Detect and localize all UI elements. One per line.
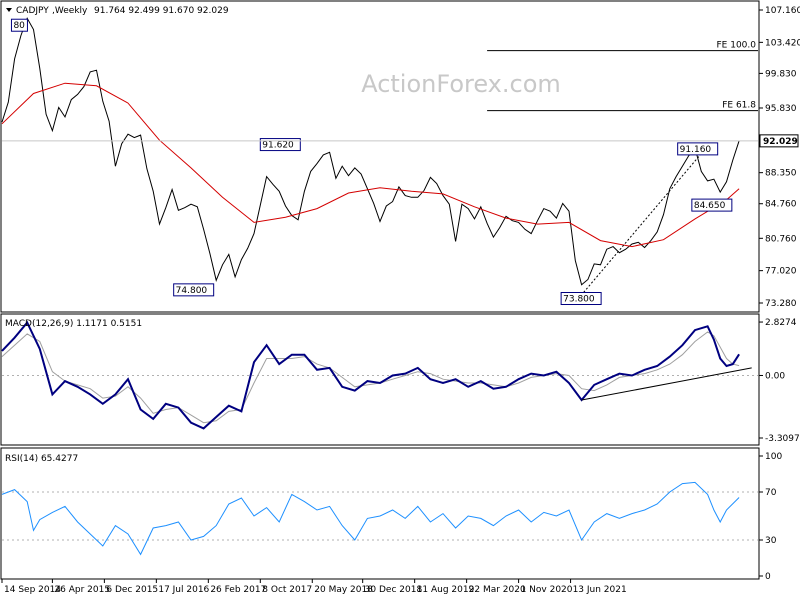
- price-annotations: 80 91.620 74.800 73.800 91.160 84.650: [10, 18, 733, 306]
- price-annotation: 74.800: [173, 283, 215, 297]
- annotation-text: 73.800: [563, 295, 595, 305]
- price-annotation: 73.800: [560, 292, 602, 306]
- y-tick-label: 30: [765, 536, 777, 546]
- last-price-box: [759, 134, 799, 148]
- chart-header: CADJPY ,Weekly 91.764 92.499 91.670 92.0…: [6, 6, 229, 16]
- x-tick-label: 1 Nov 2020: [521, 585, 573, 595]
- dashed-trendline: [578, 147, 707, 299]
- price-annotation: 91.160: [677, 142, 719, 156]
- rsi-label: RSI(14) 65.4277: [5, 454, 78, 464]
- y-tick-label: 103.420: [765, 38, 800, 48]
- x-tick-label: 11 Aug 2019: [417, 585, 475, 595]
- annotation-text: 74.800: [176, 286, 208, 296]
- moving-average-line: [1, 82, 740, 248]
- fibonacci-lines: FE 100.0 FE 61.8: [487, 41, 758, 112]
- ohlc-header: 91.764 92.499 91.670 92.029: [94, 6, 229, 16]
- annotation-text: 80: [13, 21, 25, 31]
- y-tick-label: 77.020: [765, 267, 797, 277]
- macd-panel: MACD(12,26,9) 1.1171 0.5151 2.8274 0.00 -3…: [0, 313, 800, 446]
- rsi-panel-frame: [0, 447, 760, 580]
- y-tick-label: 84.760: [765, 200, 797, 210]
- rsi-panel: RSI(14) 65.4277 100 70 30 0: [0, 447, 782, 582]
- rsi-line: [1, 481, 740, 556]
- y-tick-label: 92.029: [763, 137, 798, 147]
- x-tick-label: 20 May 2018: [314, 585, 373, 595]
- macd-signal-line: [1, 331, 740, 424]
- x-tick-label: 22 Mar 2020: [469, 585, 526, 595]
- annotation-text: 91.620: [262, 141, 294, 151]
- annotation-box: [259, 138, 301, 152]
- y-tick-label: 107.160: [765, 6, 800, 16]
- timeframe-label: ,Weekly: [52, 6, 88, 16]
- annotation-box: [10, 18, 28, 32]
- x-tick-label: 14 Sep 2014: [4, 585, 61, 595]
- y-tick-label: 99.830: [765, 69, 797, 79]
- y-tick-label: -3.3097: [765, 434, 800, 444]
- y-tick-label: 80.760: [765, 234, 797, 244]
- fib-level-label: FE 100.0: [717, 41, 757, 51]
- y-tick-label: 88.350: [765, 169, 797, 179]
- x-tick-label: 26 Feb 2017: [210, 585, 266, 595]
- macd-label: MACD(12,26,9) 1.1171 0.5151: [5, 319, 142, 329]
- price-annotation: 80: [10, 18, 28, 32]
- annotation-box: [691, 198, 733, 212]
- y-tick-label: 100: [765, 452, 782, 462]
- x-tick-label: 8 Oct 2017: [262, 585, 312, 595]
- price-annotation: 91.620: [259, 138, 301, 152]
- y-tick-label: 0.00: [765, 371, 785, 381]
- timeframe-text: Weekly: [55, 6, 88, 16]
- fib-level-label: FE 61.8: [722, 101, 756, 111]
- price-annotation: 84.650: [691, 198, 733, 212]
- price-series-line: [1, 17, 740, 286]
- dropdown-triangle-icon[interactable]: [6, 8, 12, 12]
- price-panel-frame: [0, 0, 760, 313]
- macd-line: [1, 320, 740, 430]
- annotation-text: 84.650: [694, 201, 726, 211]
- y-tick-label: 0: [765, 572, 771, 582]
- watermark: ActionForex.com: [361, 70, 561, 98]
- annotation-text: 91.160: [680, 145, 712, 155]
- y-tick-label: 70: [765, 488, 777, 498]
- annotation-box: [677, 142, 719, 156]
- x-tick-label: 30 Dec 2018: [365, 585, 423, 595]
- price-panel: ActionForex.com FE 100.0 FE 61.8 80 91.620…: [0, 0, 800, 313]
- y-tick-label: 95.830: [765, 104, 797, 114]
- price-y-axis: 107.160 103.420 99.830 95.830 92.029 88.350 84…: [2, 6, 800, 309]
- y-tick-label: 2.8274: [765, 318, 797, 328]
- x-tick-label: 6 Dec 2015: [106, 585, 158, 595]
- macd-y-axis: 2.8274 0.00 -3.3097: [759, 318, 800, 444]
- x-tick-label: 17 Jul 2016: [158, 585, 209, 595]
- macd-trendline: [581, 367, 752, 401]
- rsi-grid: [2, 491, 758, 541]
- y-tick-label: 73.280: [765, 299, 797, 309]
- last-price-marker: 92.029: [2, 134, 799, 148]
- annotation-box: [173, 283, 215, 297]
- x-tick-label: 26 Apr 2015: [54, 585, 110, 595]
- rsi-y-axis: 100 70 30 0: [759, 452, 782, 582]
- macd-panel-frame: [0, 313, 760, 446]
- annotation-box: [560, 292, 602, 306]
- x-tick-label: 13 Jun 2021: [573, 585, 627, 595]
- symbol-label: CADJPY: [16, 6, 49, 16]
